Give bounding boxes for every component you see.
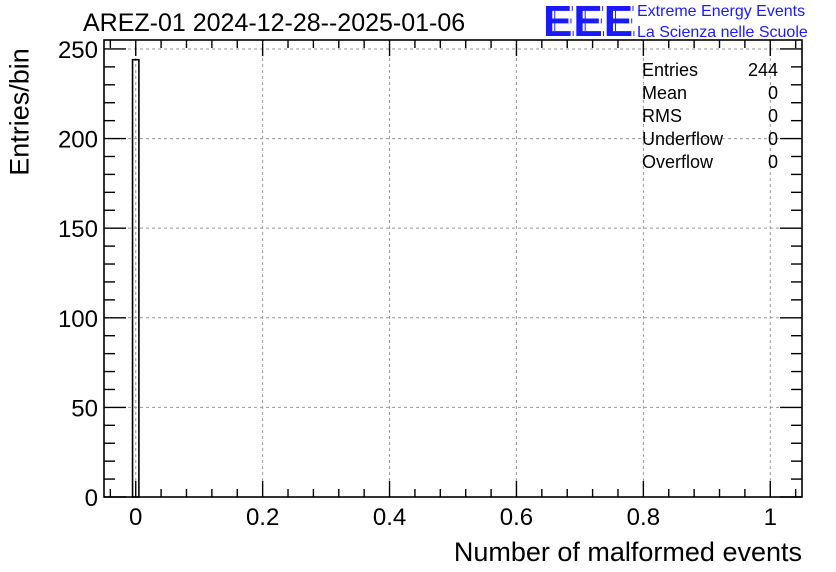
stats-value: 0 <box>767 83 778 103</box>
x-tick-label: 0.6 <box>500 504 533 531</box>
y-tick-label: 100 <box>58 306 98 333</box>
logo-line-1: Extreme Energy Events <box>637 3 806 20</box>
x-axis-label: Number of malformed events <box>453 537 802 567</box>
stats-box: Entries 244 Mean 0 RMS 0 Underflow 0 Overflo… <box>642 59 778 174</box>
x-tick-label: 0.4 <box>373 504 406 531</box>
stats-value: 244 <box>747 60 778 80</box>
stats-row-entries: Entries 244 <box>642 59 778 82</box>
stats-row-rms: RMS 0 <box>642 105 778 128</box>
eee-logo: EEE <box>543 0 635 46</box>
stats-label: RMS <box>642 106 682 126</box>
y-axis-label: Entries/bin <box>4 48 35 176</box>
x-tick-label: 0 <box>129 504 142 531</box>
y-tick-label: 0 <box>85 485 98 512</box>
stats-value: 0 <box>767 106 778 126</box>
stats-value: 0 <box>767 152 778 172</box>
y-tick-label: 50 <box>71 395 98 422</box>
stats-label: Entries <box>642 60 699 80</box>
stats-row-overflow: Overflow 0 <box>642 151 778 174</box>
chart-title: AREZ-01 2024-12-28--2025-01-06 <box>83 9 466 37</box>
stats-row-mean: Mean 0 <box>642 82 778 105</box>
y-tick-label: 250 <box>58 37 98 64</box>
stats-row-underflow: Underflow 0 <box>642 128 778 151</box>
y-tick-label: 200 <box>58 127 98 154</box>
logo-line-2: La Scienza nelle Scuole <box>637 24 808 41</box>
plot-frame <box>103 39 803 498</box>
x-tick-label: 1 <box>764 504 777 531</box>
stats-label: Overflow <box>642 152 714 172</box>
stats-label: Mean <box>642 83 688 103</box>
stats-label: Underflow <box>642 129 724 149</box>
x-tick-label: 0.2 <box>246 504 279 531</box>
stats-value: 0 <box>767 129 778 149</box>
x-tick-label: 0.8 <box>627 504 660 531</box>
y-tick-label: 150 <box>58 216 98 243</box>
